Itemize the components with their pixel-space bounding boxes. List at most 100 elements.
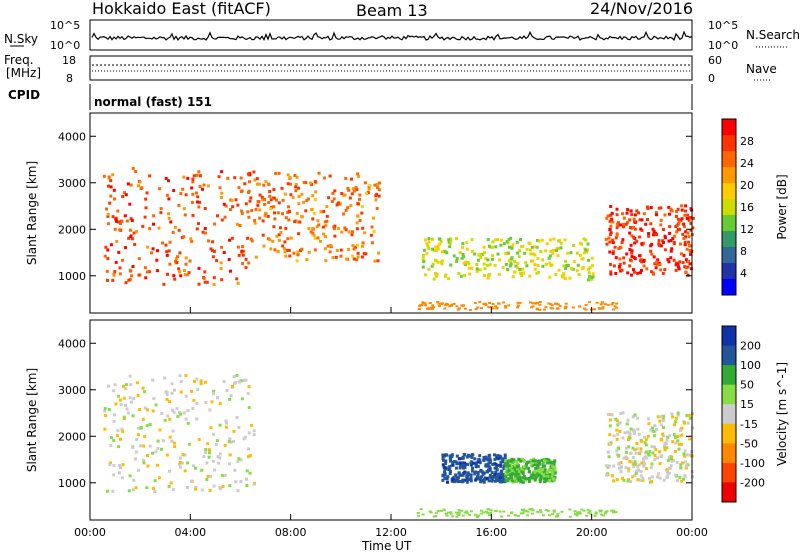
power-cell <box>346 206 350 210</box>
power-ground-cell <box>532 302 536 305</box>
power-cell <box>109 194 113 198</box>
power-cell <box>659 268 663 272</box>
power-ground-cell <box>440 302 444 305</box>
power-cell <box>440 260 443 264</box>
power-cell <box>519 245 523 249</box>
vel-cell <box>526 460 530 464</box>
power-ground-cell <box>542 308 546 311</box>
power-cell <box>250 239 254 243</box>
vel-cell <box>658 462 662 466</box>
power-ground-cell <box>516 301 520 304</box>
power-cell <box>124 193 128 197</box>
power-cell <box>119 222 123 225</box>
power-cell <box>237 253 241 257</box>
vel-ground-cell <box>502 510 506 513</box>
vel-cell <box>676 479 680 483</box>
power-cell <box>684 209 687 213</box>
power-cell <box>376 259 380 263</box>
power-cell <box>271 239 275 243</box>
vel-cell <box>651 426 654 430</box>
vel-ground-cell <box>526 514 530 517</box>
vel-cell <box>665 438 669 442</box>
vel-cell <box>493 453 496 457</box>
vel-cell <box>516 464 520 468</box>
power-cell <box>377 251 381 255</box>
power-ground-cell <box>423 302 427 305</box>
power-cell <box>115 219 118 223</box>
power-cell <box>274 198 278 202</box>
power-cell <box>350 177 353 181</box>
vel-cell <box>619 470 623 474</box>
power-cell <box>272 225 276 229</box>
vel-ground-cell <box>601 514 605 517</box>
power-colorbar-tick: 16 <box>740 201 754 214</box>
power-cell <box>352 247 356 251</box>
power-cell <box>247 190 250 194</box>
vel-ground-cell <box>585 514 589 517</box>
power-cell <box>125 219 129 223</box>
vel-cell <box>457 462 461 466</box>
power-cell <box>152 214 156 218</box>
power-cell <box>614 272 618 275</box>
vel-cell <box>247 431 251 435</box>
vel-ground-cell <box>594 512 598 515</box>
vel-cell <box>211 459 215 463</box>
vel-cell <box>116 428 120 432</box>
power-cell <box>551 252 555 255</box>
noise-left-tick-bottom: 10^0 <box>50 39 80 52</box>
power-cell <box>536 270 540 274</box>
vel-ground-cell <box>446 511 450 514</box>
power-cell <box>609 205 613 208</box>
vel-colorbar-tick: 15 <box>740 398 754 411</box>
power-cell <box>607 236 611 240</box>
vel-cell <box>529 462 533 466</box>
vel-cell <box>506 459 510 463</box>
vel-cell <box>663 446 667 450</box>
power-cell <box>105 207 108 211</box>
power-cell <box>564 259 568 263</box>
vel-cell <box>632 431 636 435</box>
vel-cell <box>127 489 131 493</box>
vel-cell <box>194 466 197 470</box>
power-cell <box>274 171 278 175</box>
vel-cell <box>606 413 610 417</box>
power-cell <box>571 267 575 271</box>
power-cell <box>461 245 464 249</box>
power-cell <box>629 243 633 247</box>
vel-cell <box>553 469 557 473</box>
power-cell <box>262 183 266 187</box>
power-cell <box>106 278 109 282</box>
power-cell <box>134 170 138 173</box>
vel-ground-cell <box>594 511 598 514</box>
vel-cell <box>542 474 546 478</box>
vel-cell <box>658 450 662 454</box>
vel-ground-cell <box>524 509 528 512</box>
power-cell <box>352 257 356 261</box>
vel-colorbar-tick: -200 <box>740 476 765 489</box>
power-cell <box>531 259 535 263</box>
vel-cell <box>228 437 232 441</box>
power-cell <box>445 251 449 255</box>
vel-cell <box>480 478 484 482</box>
power-cell <box>557 268 561 272</box>
power-cell <box>465 247 469 251</box>
vel-ytick-label: 1000 <box>58 477 86 490</box>
power-cell <box>236 245 240 249</box>
vel-colorbar-swatch <box>722 326 736 347</box>
vel-cell <box>507 464 511 468</box>
vel-cell <box>624 450 628 454</box>
vel-cell <box>629 427 633 431</box>
power-cell <box>622 225 625 229</box>
power-cell <box>176 255 180 259</box>
vel-colorbar-swatch <box>722 462 736 483</box>
vel-cell <box>672 432 676 436</box>
power-cell <box>669 249 673 253</box>
power-ground-cell <box>584 304 588 306</box>
power-cell <box>440 262 444 266</box>
power-cell <box>173 277 177 281</box>
vel-cell <box>513 477 517 481</box>
vel-cell <box>678 475 682 479</box>
power-cell <box>254 255 258 259</box>
power-cell <box>684 204 688 208</box>
